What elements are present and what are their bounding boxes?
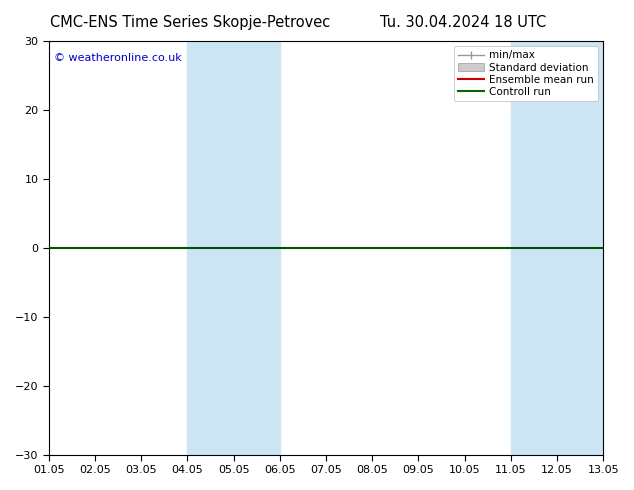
Text: © weatheronline.co.uk: © weatheronline.co.uk bbox=[55, 53, 182, 64]
Bar bbox=[557, 41, 603, 455]
Text: CMC-ENS Time Series Skopje-Petrovec: CMC-ENS Time Series Skopje-Petrovec bbox=[50, 15, 330, 30]
Bar bbox=[511, 41, 557, 455]
Legend: min/max, Standard deviation, Ensemble mean run, Controll run: min/max, Standard deviation, Ensemble me… bbox=[454, 46, 598, 101]
Text: Tu. 30.04.2024 18 UTC: Tu. 30.04.2024 18 UTC bbox=[380, 15, 546, 30]
Bar bbox=[188, 41, 234, 455]
Bar bbox=[234, 41, 280, 455]
